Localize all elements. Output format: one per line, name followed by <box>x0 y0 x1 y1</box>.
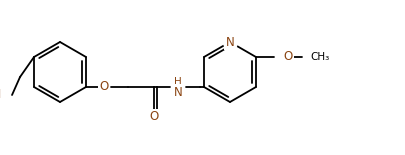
Text: O: O <box>149 111 158 124</box>
Text: N: N <box>173 86 182 98</box>
Text: H: H <box>174 77 181 87</box>
Text: O: O <box>283 51 292 64</box>
Text: N: N <box>225 35 234 49</box>
Text: O: O <box>99 80 109 93</box>
Text: CH₃: CH₃ <box>309 52 328 62</box>
Text: H₂N: H₂N <box>0 89 2 102</box>
